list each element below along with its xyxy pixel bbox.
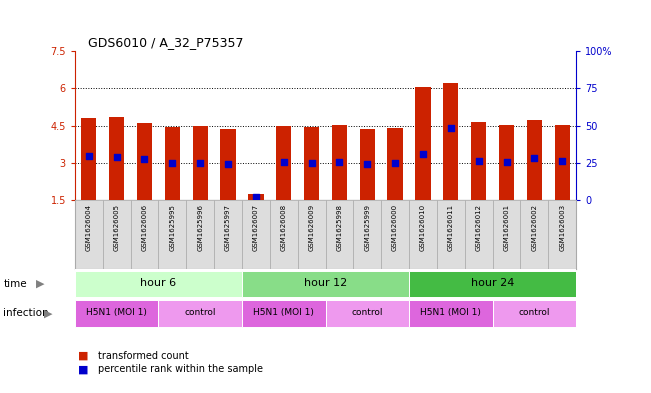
FancyBboxPatch shape (409, 200, 437, 269)
Text: ▶: ▶ (36, 279, 44, 289)
FancyBboxPatch shape (381, 200, 409, 269)
Point (195, 160, 206, 166)
FancyBboxPatch shape (75, 200, 103, 269)
Point (418, 151, 428, 158)
Point (529, 155, 540, 161)
FancyBboxPatch shape (520, 200, 548, 269)
Text: H5N1 (MOI 1): H5N1 (MOI 1) (86, 309, 147, 317)
Bar (332, 125, 347, 200)
Text: GDS6010 / A_32_P75357: GDS6010 / A_32_P75357 (88, 36, 243, 49)
Text: control: control (519, 309, 550, 317)
Bar (359, 129, 375, 200)
FancyBboxPatch shape (270, 200, 298, 269)
Point (167, 160, 178, 166)
Text: GSM1626011: GSM1626011 (448, 204, 454, 251)
Text: hour 6: hour 6 (141, 278, 176, 288)
Text: GSM1625999: GSM1625999 (365, 204, 370, 251)
Text: hour 24: hour 24 (471, 278, 514, 288)
FancyBboxPatch shape (326, 300, 409, 327)
Point (223, 161, 233, 167)
Point (111, 154, 122, 160)
Point (83, 152, 94, 159)
FancyBboxPatch shape (75, 300, 158, 327)
Bar (555, 125, 570, 200)
FancyBboxPatch shape (103, 200, 131, 269)
FancyBboxPatch shape (493, 200, 520, 269)
Text: infection: infection (3, 309, 49, 318)
Text: percentile rank within the sample: percentile rank within the sample (98, 364, 262, 375)
FancyBboxPatch shape (242, 271, 409, 297)
Text: GSM1626008: GSM1626008 (281, 204, 286, 251)
Bar (499, 125, 514, 200)
Bar (81, 118, 96, 200)
FancyBboxPatch shape (298, 200, 326, 269)
Bar (221, 129, 236, 200)
Point (139, 156, 150, 162)
Point (445, 125, 456, 131)
Text: GSM1626001: GSM1626001 (503, 204, 510, 251)
FancyBboxPatch shape (409, 271, 576, 297)
Text: GSM1626002: GSM1626002 (531, 204, 537, 251)
Text: GSM1626012: GSM1626012 (476, 204, 482, 251)
Text: GSM1626000: GSM1626000 (392, 204, 398, 251)
Text: transformed count: transformed count (98, 351, 188, 361)
Bar (109, 117, 124, 200)
Point (473, 158, 484, 164)
Text: GSM1625998: GSM1625998 (337, 204, 342, 251)
Point (557, 158, 568, 164)
Point (307, 160, 317, 166)
Point (251, 193, 261, 200)
Bar (415, 87, 430, 200)
Bar (193, 126, 208, 200)
Text: H5N1 (MOI 1): H5N1 (MOI 1) (253, 309, 314, 317)
Bar (471, 122, 486, 200)
Text: control: control (352, 309, 383, 317)
Text: GSM1626006: GSM1626006 (141, 204, 148, 251)
FancyBboxPatch shape (158, 300, 242, 327)
Bar (165, 127, 180, 200)
Text: time: time (3, 279, 27, 289)
Bar (137, 123, 152, 200)
Text: GSM1625995: GSM1625995 (169, 204, 175, 251)
Text: ■: ■ (78, 351, 89, 361)
FancyBboxPatch shape (131, 200, 158, 269)
Bar (443, 83, 458, 200)
Text: GSM1626009: GSM1626009 (309, 204, 314, 251)
Bar (304, 127, 319, 200)
FancyBboxPatch shape (242, 200, 270, 269)
FancyBboxPatch shape (437, 200, 465, 269)
Point (501, 159, 512, 165)
Text: GSM1626004: GSM1626004 (86, 204, 92, 251)
FancyBboxPatch shape (242, 300, 326, 327)
Bar (387, 128, 403, 200)
FancyBboxPatch shape (409, 300, 493, 327)
Point (279, 159, 289, 165)
FancyBboxPatch shape (158, 200, 186, 269)
FancyBboxPatch shape (326, 200, 353, 269)
FancyBboxPatch shape (75, 271, 242, 297)
FancyBboxPatch shape (465, 200, 493, 269)
Text: ■: ■ (78, 364, 89, 375)
Text: H5N1 (MOI 1): H5N1 (MOI 1) (421, 309, 481, 317)
Text: GSM1625996: GSM1625996 (197, 204, 203, 251)
FancyBboxPatch shape (353, 200, 381, 269)
FancyBboxPatch shape (548, 200, 576, 269)
Point (362, 160, 372, 167)
Bar (248, 194, 264, 200)
Text: ▶: ▶ (44, 309, 53, 318)
Point (390, 160, 400, 166)
FancyBboxPatch shape (214, 200, 242, 269)
Text: hour 12: hour 12 (304, 278, 347, 288)
Text: control: control (184, 309, 216, 317)
Bar (527, 119, 542, 200)
FancyBboxPatch shape (186, 200, 214, 269)
Point (334, 159, 344, 165)
FancyBboxPatch shape (493, 300, 576, 327)
Text: GSM1626003: GSM1626003 (559, 204, 565, 251)
Text: GSM1625997: GSM1625997 (225, 204, 231, 251)
Text: GSM1626007: GSM1626007 (253, 204, 259, 251)
Text: GSM1626010: GSM1626010 (420, 204, 426, 251)
Bar (276, 126, 292, 200)
Text: GSM1626005: GSM1626005 (114, 204, 120, 251)
